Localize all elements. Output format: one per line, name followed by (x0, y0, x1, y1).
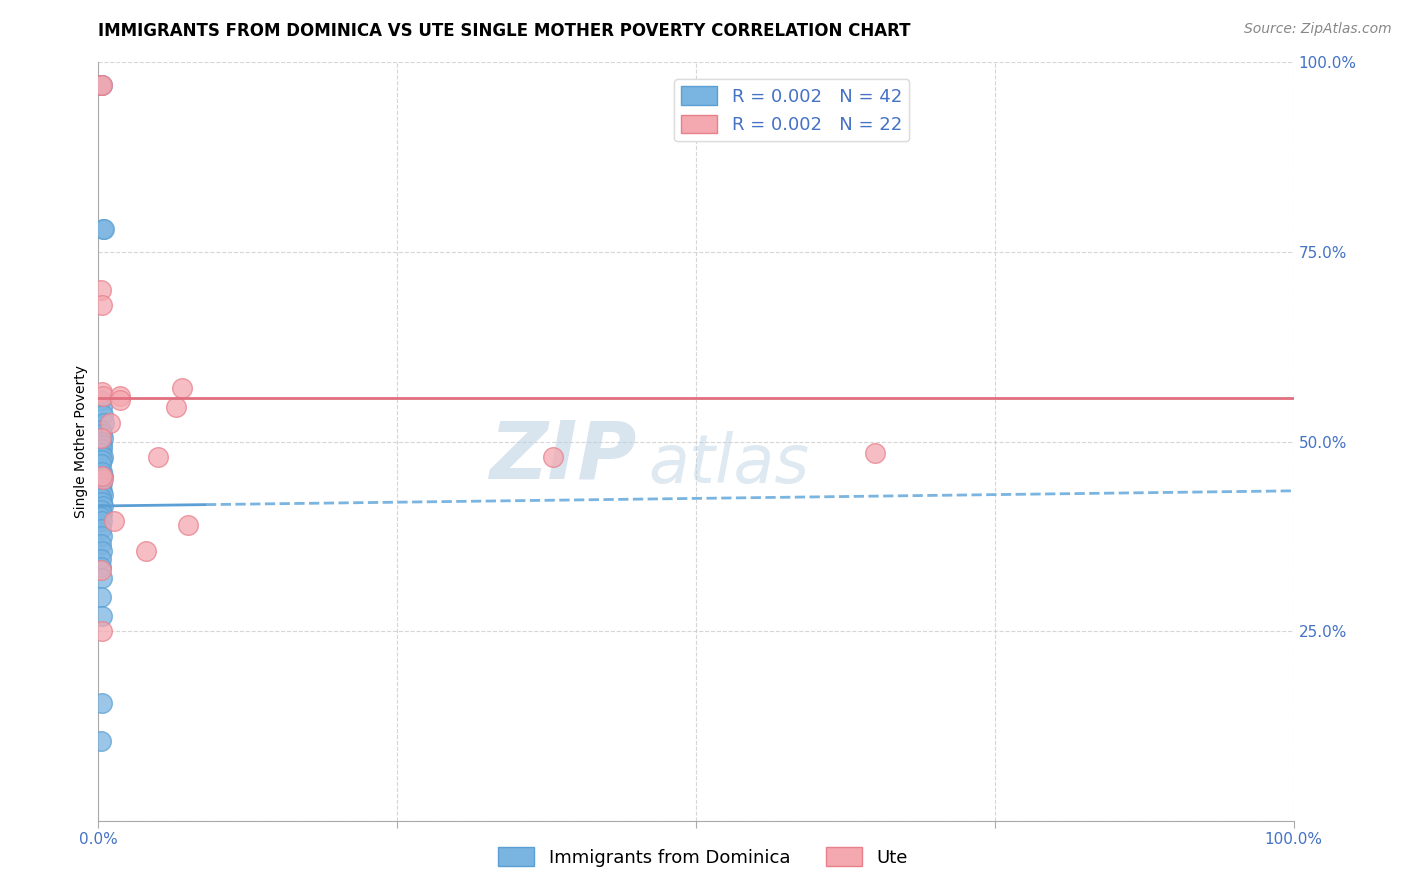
Point (91, 571, 114, 585)
Point (90, 78, 112, 92)
Point (91, 385, 114, 400)
Point (91, 529, 114, 543)
Point (172, 382, 194, 396)
Point (91, 696, 114, 710)
Point (91, 544, 114, 558)
Point (91, 499, 114, 513)
Point (91, 438, 114, 452)
Text: atlas: atlas (648, 432, 810, 497)
Point (90, 431, 112, 445)
Point (90, 503, 112, 517)
Point (90, 564, 112, 578)
Point (91, 78, 114, 92)
Point (90, 423, 112, 437)
Point (165, 401, 187, 415)
Point (90, 446, 112, 460)
Point (91, 495, 114, 509)
Point (91, 608, 114, 623)
Point (98, 416, 122, 430)
Point (90, 78, 112, 92)
Point (541, 450, 564, 464)
Point (91, 453, 114, 467)
Point (108, 392, 131, 407)
Point (91, 468, 114, 483)
Point (135, 544, 157, 558)
Legend: Immigrants from Dominica, Ute: Immigrants from Dominica, Ute (491, 840, 915, 874)
Point (177, 517, 200, 532)
Point (91, 401, 114, 415)
Point (90, 392, 112, 407)
Point (90, 491, 112, 506)
Point (90, 434, 112, 449)
Point (91, 514, 114, 528)
Point (103, 514, 125, 528)
Point (90, 458, 112, 472)
Point (91, 298, 114, 312)
Point (91, 431, 114, 445)
Point (865, 446, 887, 460)
Point (90, 283, 112, 297)
Text: ZIP: ZIP (489, 417, 637, 496)
Point (91, 465, 114, 479)
Point (90, 552, 112, 566)
Legend: R = 0.002   N = 42, R = 0.002   N = 22: R = 0.002 N = 42, R = 0.002 N = 22 (673, 79, 910, 141)
Point (91, 222, 114, 236)
Point (91, 468, 114, 483)
Point (91, 476, 114, 491)
Text: IMMIGRANTS FROM DOMINICA VS UTE SINGLE MOTHER POVERTY CORRELATION CHART: IMMIGRANTS FROM DOMINICA VS UTE SINGLE M… (98, 22, 911, 40)
Point (91, 483, 114, 498)
Point (91, 408, 114, 422)
Point (91, 473, 114, 487)
Point (93, 416, 115, 430)
Point (90, 734, 112, 748)
Point (91, 450, 114, 464)
Point (90, 537, 112, 551)
Point (91, 487, 114, 501)
Point (93, 222, 115, 236)
Point (90, 480, 112, 494)
Point (91, 624, 114, 639)
Point (90, 559, 112, 574)
Text: Source: ZipAtlas.com: Source: ZipAtlas.com (1244, 22, 1392, 37)
Y-axis label: Single Mother Poverty: Single Mother Poverty (75, 365, 89, 518)
Point (148, 450, 170, 464)
Point (91, 427, 114, 442)
Point (91, 389, 114, 403)
Point (90, 522, 112, 536)
Point (91, 507, 114, 521)
Point (91, 78, 114, 92)
Point (90, 510, 112, 524)
Point (91, 442, 114, 457)
Point (108, 389, 131, 403)
Point (90, 590, 112, 604)
